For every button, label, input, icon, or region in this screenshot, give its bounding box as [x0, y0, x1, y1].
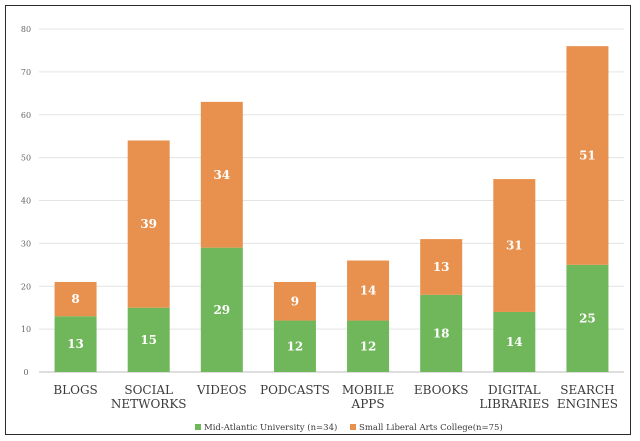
legend: Mid-Atlantic University (n=34) Small Lib…: [195, 422, 503, 433]
bar-segment: [200, 101, 243, 248]
bar-segment: [420, 239, 463, 295]
bar-segment: [566, 46, 609, 265]
bar-segment: [127, 307, 170, 372]
y-tick-label: 0: [23, 368, 28, 377]
x-category-label: VIDEOS: [196, 383, 247, 397]
bar-segment: [54, 316, 97, 372]
y-tick-label: 50: [21, 154, 31, 163]
bar-segment: [566, 264, 609, 372]
x-category-label: APPS: [351, 397, 385, 411]
y-axis-ticks: 0 10 20 30 40 50 60 70 80: [21, 25, 31, 377]
data-label: 29: [213, 303, 230, 317]
data-label: 14: [360, 284, 377, 298]
legend-label-series-2: Small Liberal Arts College(n=75): [359, 422, 503, 433]
bar-segment: [347, 260, 390, 321]
gridlines: [39, 28, 624, 373]
bar-segment: [420, 294, 463, 372]
x-category-label: SEARCH: [560, 383, 614, 397]
legend-label-series-1: Mid-Atlantic University (n=34): [204, 422, 337, 433]
bar-segment: [493, 179, 536, 312]
data-label: 12: [360, 339, 377, 353]
y-tick-label: 40: [21, 197, 31, 206]
y-tick-label: 80: [21, 25, 31, 34]
y-tick-label: 10: [21, 325, 31, 334]
x-category-label: SOCIAL: [124, 383, 173, 397]
bars: 13 8 15 39 29 34 12 9 12 14 18 13 14 31 25 51: [54, 46, 609, 372]
data-label: 25: [579, 311, 596, 325]
data-label: 15: [140, 333, 157, 347]
legend-swatch-series-1: [195, 424, 201, 430]
data-label: 31: [506, 239, 523, 253]
y-tick-label: 20: [21, 282, 31, 291]
bar-segment: [127, 140, 170, 308]
legend-swatch-series-2: [350, 424, 356, 430]
bar-segment: [493, 311, 536, 372]
y-tick-label: 70: [21, 68, 31, 77]
data-label: 39: [140, 217, 157, 231]
data-label: 13: [67, 337, 84, 351]
data-label: 51: [579, 148, 596, 162]
x-category-label: DIGITAL: [488, 383, 541, 397]
x-category-label: MOBILE: [342, 383, 394, 397]
bar-segment: [200, 247, 243, 372]
data-label: 34: [213, 168, 230, 182]
data-label: 9: [291, 294, 299, 308]
y-tick-label: 60: [21, 111, 31, 120]
x-category-label: NETWORKS: [111, 397, 187, 411]
x-category-label: ENGINES: [557, 397, 618, 411]
data-label: 13: [433, 260, 450, 274]
x-category-label: PODCASTS: [260, 383, 330, 397]
bar-segment: [273, 281, 316, 321]
x-category-label: BLOGS: [53, 383, 97, 397]
x-category-label: LIBRARIES: [479, 397, 549, 411]
bar-segment: [273, 320, 316, 372]
bar-segment: [347, 320, 390, 372]
y-tick-label: 30: [21, 239, 31, 248]
data-label: 18: [433, 326, 450, 340]
data-label: 14: [506, 335, 523, 349]
data-label: 12: [287, 339, 304, 353]
bar-segment: [54, 281, 97, 317]
data-label: 8: [71, 292, 79, 306]
chart-frame: 0 10 20 30 40 50 60 70 80 13 8 15 39 29 34 12 9 12 14 18 13…: [5, 5, 631, 435]
x-category-label: EBOOKS: [414, 383, 469, 397]
